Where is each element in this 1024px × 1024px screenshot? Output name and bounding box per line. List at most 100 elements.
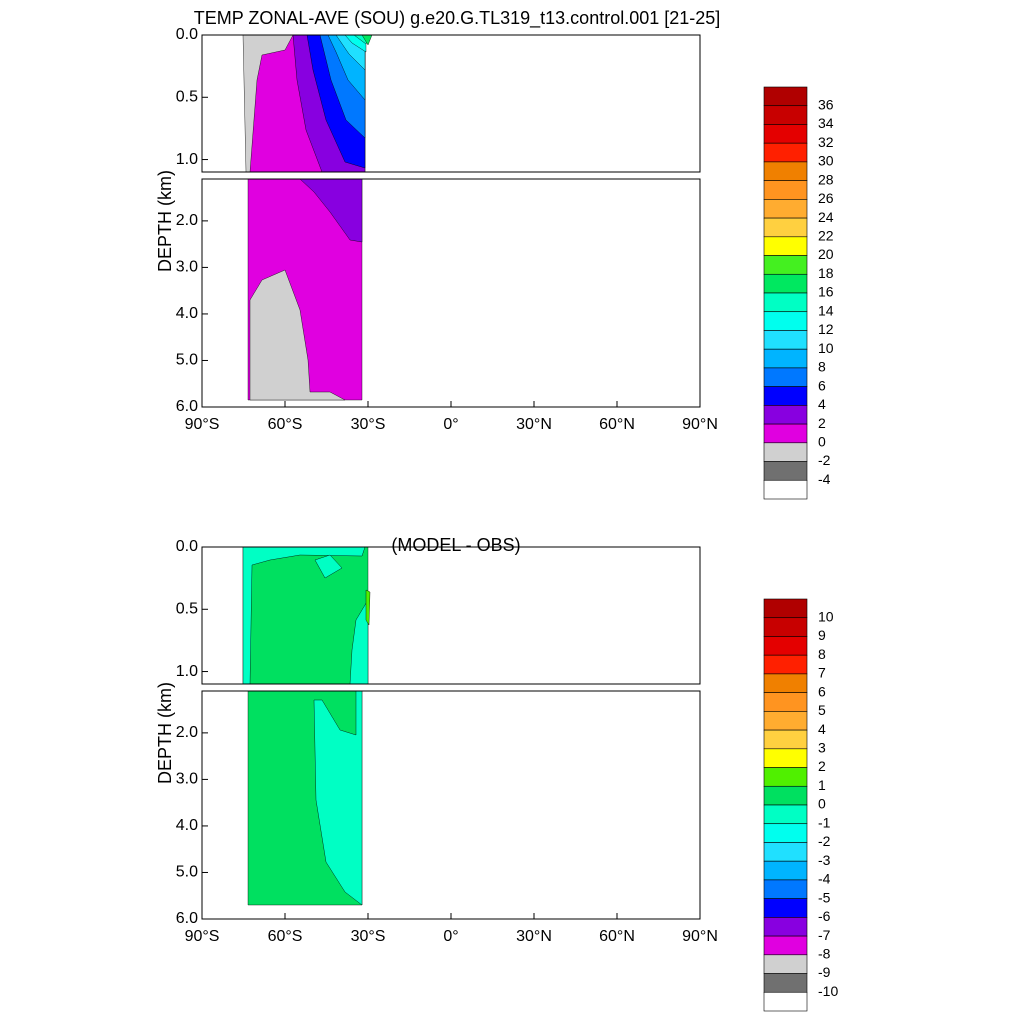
y-tick-label: 4.0 bbox=[176, 305, 198, 322]
x-tick-label: 0° bbox=[443, 928, 458, 945]
colorbar-box bbox=[763, 311, 808, 331]
contour-region bbox=[365, 589, 371, 626]
colorbar-box bbox=[763, 804, 808, 825]
colorbar-label: 1 bbox=[818, 777, 826, 793]
colorbar-box bbox=[763, 180, 808, 200]
x-tick-label: 30°N bbox=[516, 416, 552, 433]
x-tick-label: 90°S bbox=[185, 416, 220, 433]
colorbar-box bbox=[763, 292, 808, 313]
colorbar-label: -4 bbox=[818, 471, 831, 487]
y-tick-label: 0.5 bbox=[176, 600, 198, 617]
colorbar-label: 2 bbox=[818, 758, 826, 774]
contour-region bbox=[249, 269, 346, 401]
colorbar-box bbox=[763, 860, 808, 881]
colorbar-label: 8 bbox=[818, 359, 826, 375]
contour-region bbox=[314, 554, 343, 579]
colorbar-label: -9 bbox=[818, 964, 831, 980]
colorbar-label: -2 bbox=[818, 833, 831, 849]
x-tick-label: 90°S bbox=[185, 928, 220, 945]
y-tick-label: 5.0 bbox=[176, 864, 198, 881]
colorbar-label: 30 bbox=[818, 153, 834, 169]
x-tick-label: 0° bbox=[443, 416, 458, 433]
colorbar-label: 8 bbox=[818, 646, 826, 662]
colorbar-box bbox=[763, 954, 808, 974]
colorbar-label: -4 bbox=[818, 871, 831, 887]
colorbar-label: 22 bbox=[818, 228, 834, 244]
contour-region bbox=[242, 546, 369, 685]
y-tick-label: 2.0 bbox=[176, 212, 198, 229]
colorbar-box bbox=[763, 199, 808, 219]
colorbar-box bbox=[763, 479, 808, 500]
y-tick-label: 4.0 bbox=[176, 817, 198, 834]
y-axis-label: DEPTH (km) bbox=[155, 170, 175, 272]
chart-title: TEMP ZONAL-AVE (SOU) g.e20.G.TL319_t13.c… bbox=[194, 8, 721, 29]
colorbar-box bbox=[763, 973, 808, 993]
colorbar-label: 28 bbox=[818, 171, 834, 187]
colorbar-box bbox=[763, 348, 808, 369]
colorbar-box bbox=[763, 898, 808, 918]
colorbar-box bbox=[763, 217, 808, 238]
x-tick-label: 60°S bbox=[268, 416, 303, 433]
y-tick-label: 6.0 bbox=[176, 910, 198, 927]
y-tick-label: 0.0 bbox=[176, 538, 198, 555]
colorbar-box bbox=[763, 124, 808, 144]
colorbar-label: 4 bbox=[818, 396, 826, 412]
colorbar-box bbox=[763, 273, 808, 294]
y-tick-label: 2.0 bbox=[176, 724, 198, 741]
y-tick-label: 1.0 bbox=[176, 151, 198, 168]
colorbar-label: 5 bbox=[818, 702, 826, 718]
panel bbox=[242, 546, 371, 906]
colorbar-box bbox=[763, 105, 808, 125]
colorbar-box bbox=[763, 673, 808, 693]
colorbar-box bbox=[763, 823, 808, 843]
x-tick-label: 90°N bbox=[682, 416, 718, 433]
y-axis-label: DEPTH (km) bbox=[155, 682, 175, 784]
colorbar-box bbox=[763, 692, 808, 712]
colorbar-box bbox=[763, 991, 808, 1012]
colorbar-label: 14 bbox=[818, 302, 834, 318]
colorbar-label: 26 bbox=[818, 190, 834, 206]
colorbar-label: -8 bbox=[818, 946, 831, 962]
colorbar-label: -7 bbox=[818, 927, 831, 943]
colorbar-label: 12 bbox=[818, 321, 834, 337]
colorbar-label: -3 bbox=[818, 852, 831, 868]
colorbar-box bbox=[763, 142, 808, 163]
panel bbox=[242, 34, 373, 401]
x-tick-label: 60°N bbox=[599, 416, 635, 433]
colorbar-box bbox=[763, 748, 808, 768]
y-tick-label: 0.0 bbox=[176, 26, 198, 43]
colorbar-box bbox=[763, 386, 808, 406]
colorbar-label: 2 bbox=[818, 415, 826, 431]
chart-title: (MODEL - OBS) bbox=[391, 535, 520, 555]
colorbar-box bbox=[763, 842, 808, 862]
colorbar-label: 0 bbox=[818, 796, 826, 812]
colorbar-label: 0 bbox=[818, 434, 826, 450]
colorbar-box bbox=[763, 917, 808, 937]
x-tick-label: 30°S bbox=[351, 416, 386, 433]
colorbar-label: 24 bbox=[818, 209, 834, 225]
colorbar-label: 32 bbox=[818, 134, 834, 150]
colorbar-label: -1 bbox=[818, 814, 831, 830]
colorbar-box bbox=[763, 367, 808, 387]
y-tick-label: 6.0 bbox=[176, 398, 198, 415]
colorbar-label: 9 bbox=[818, 627, 826, 643]
colorbar-label: 4 bbox=[818, 721, 826, 737]
colorbar-box bbox=[763, 654, 808, 675]
colorbar-box bbox=[763, 879, 808, 899]
colorbar-label: 6 bbox=[818, 683, 826, 699]
colorbar-box bbox=[763, 330, 808, 350]
x-tick-label: 30°S bbox=[351, 928, 386, 945]
colorbar-label: -6 bbox=[818, 908, 831, 924]
y-tick-label: 3.0 bbox=[176, 771, 198, 788]
colorbar-box bbox=[763, 236, 808, 256]
y-tick-label: 3.0 bbox=[176, 259, 198, 276]
colorbar-label: -5 bbox=[818, 889, 831, 905]
colorbar-box bbox=[763, 598, 808, 619]
x-tick-label: 30°N bbox=[516, 928, 552, 945]
plot-frame bbox=[201, 34, 701, 173]
colorbar-label: 20 bbox=[818, 246, 834, 262]
y-tick-label: 5.0 bbox=[176, 352, 198, 369]
colorbar-label: 16 bbox=[818, 284, 834, 300]
